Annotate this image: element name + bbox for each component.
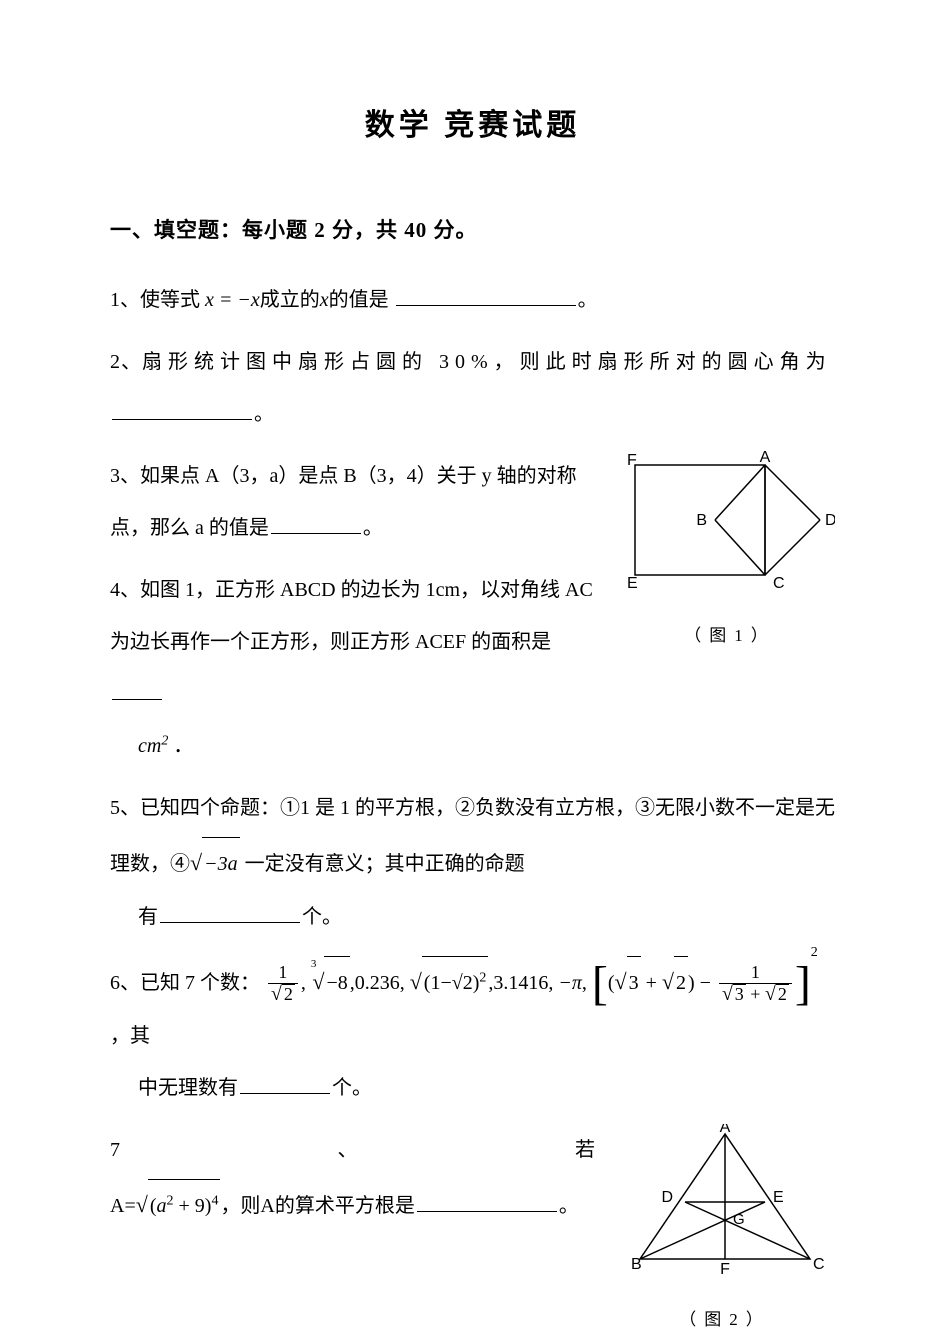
q2-blank bbox=[112, 400, 252, 420]
q7-blank bbox=[417, 1192, 557, 1212]
q4-num: 4、 bbox=[110, 579, 140, 601]
q6-expr: 12, 3−8,0.236, (1−√2)2,3.1416, −π, [(3 +… bbox=[265, 972, 818, 994]
q3-blank bbox=[271, 514, 361, 534]
q5-num: 5、 bbox=[110, 797, 140, 819]
q1-period: 。 bbox=[578, 289, 598, 311]
q1-num: 1、 bbox=[110, 289, 140, 311]
svg-text:F: F bbox=[627, 452, 637, 469]
q5-t2: 一定没有意义；其中正确的命题 bbox=[240, 853, 525, 875]
q7-num: 7 bbox=[110, 1124, 120, 1176]
q6-t1: 已知 7 个数： bbox=[140, 972, 260, 994]
q4-period: ． bbox=[173, 735, 193, 757]
question-3: 3、如果点 A（3，a）是点 B（3，4）关于 y 轴的对称点，那么 a 的值是… bbox=[110, 450, 835, 554]
q5-t3: 有 bbox=[138, 906, 158, 928]
question-5: 5、已知四个命题：①1 是 1 的平方根，②负数没有立方根，③无限小数不一定是无… bbox=[110, 782, 835, 943]
q4-exp: 2 bbox=[161, 733, 168, 748]
q6-num: 6、 bbox=[110, 972, 140, 994]
q4-t1: 如图 1，正方形 ABCD 的边长为 1cm，以对角线 AC 为边长再作一个正方… bbox=[110, 579, 593, 653]
q2-t1: 扇形统计图中扇形占圆的 30%，则此时扇形所对的圆心角为 bbox=[142, 351, 832, 373]
q1-t2: 成立的 bbox=[260, 289, 320, 311]
q2-num: 2、 bbox=[110, 351, 142, 373]
svg-text:D: D bbox=[825, 512, 835, 529]
q4-unit: cm bbox=[138, 735, 161, 757]
q4-blank bbox=[112, 680, 162, 700]
question-1: 1、使等式 x = −x成立的x的值是 。 bbox=[110, 274, 835, 326]
q1-eq: x = −x bbox=[205, 289, 260, 311]
svg-text:B: B bbox=[696, 512, 707, 529]
question-7: 7 、 若 A=(a2 + 9)4，则A的算术平方根是。 A B C D E F… bbox=[110, 1124, 835, 1233]
q6-blank bbox=[240, 1074, 330, 1094]
q1-t3: 的值是 bbox=[329, 289, 389, 311]
q7-sqrt: (a2 + 9)4 bbox=[136, 1176, 221, 1233]
q6-t3: 中无理数有 bbox=[138, 1077, 238, 1099]
q5-sqrt: −3a bbox=[190, 834, 240, 891]
q7-period: 。 bbox=[559, 1195, 579, 1217]
q1-t1: 使等式 bbox=[140, 289, 200, 311]
q5-blank bbox=[160, 903, 300, 923]
q5-t4: 个。 bbox=[302, 906, 342, 928]
svg-text:F: F bbox=[720, 1261, 730, 1274]
svg-text:C: C bbox=[813, 1256, 825, 1273]
question-6: 6、已知 7 个数： 12, 3−8,0.236, (1−√2)2,3.1416… bbox=[110, 953, 835, 1114]
figure-2: A B C D E F G （图2） bbox=[625, 1124, 825, 1342]
question-4: 4、如图 1，正方形 ABCD 的边长为 1cm，以对角线 AC 为边长再作一个… bbox=[110, 564, 835, 772]
q5-rad: −3a bbox=[202, 837, 240, 890]
section-heading: 一、填空题：每小题 2 分，共 40 分。 bbox=[110, 214, 835, 244]
q7-lhs: A= bbox=[110, 1195, 136, 1217]
q6-t2: ，其 bbox=[110, 1025, 150, 1047]
q3-period: 。 bbox=[363, 517, 383, 539]
q2-period: 。 bbox=[254, 403, 280, 425]
figure-2-svg: A B C D E F G bbox=[625, 1124, 825, 1274]
svg-text:G: G bbox=[733, 1211, 745, 1228]
svg-text:A: A bbox=[760, 450, 771, 466]
q7-t2: ，则A的算术平方根是 bbox=[220, 1195, 414, 1217]
q7-t1: 若 bbox=[575, 1124, 595, 1176]
q7-sep: 、 bbox=[338, 1124, 358, 1176]
svg-text:B: B bbox=[631, 1256, 642, 1273]
q1-var: x bbox=[320, 289, 329, 311]
q1-blank bbox=[396, 286, 576, 306]
svg-text:A: A bbox=[720, 1124, 731, 1136]
svg-text:E: E bbox=[773, 1189, 784, 1206]
page-title: 数学 竞赛试题 bbox=[110, 100, 835, 144]
q3-num: 3、 bbox=[110, 465, 140, 487]
question-2: 2、扇形统计图中扇形占圆的 30%，则此时扇形所对的圆心角为。 bbox=[110, 336, 835, 440]
svg-text:D: D bbox=[661, 1189, 673, 1206]
q6-t4: 个。 bbox=[332, 1077, 372, 1099]
